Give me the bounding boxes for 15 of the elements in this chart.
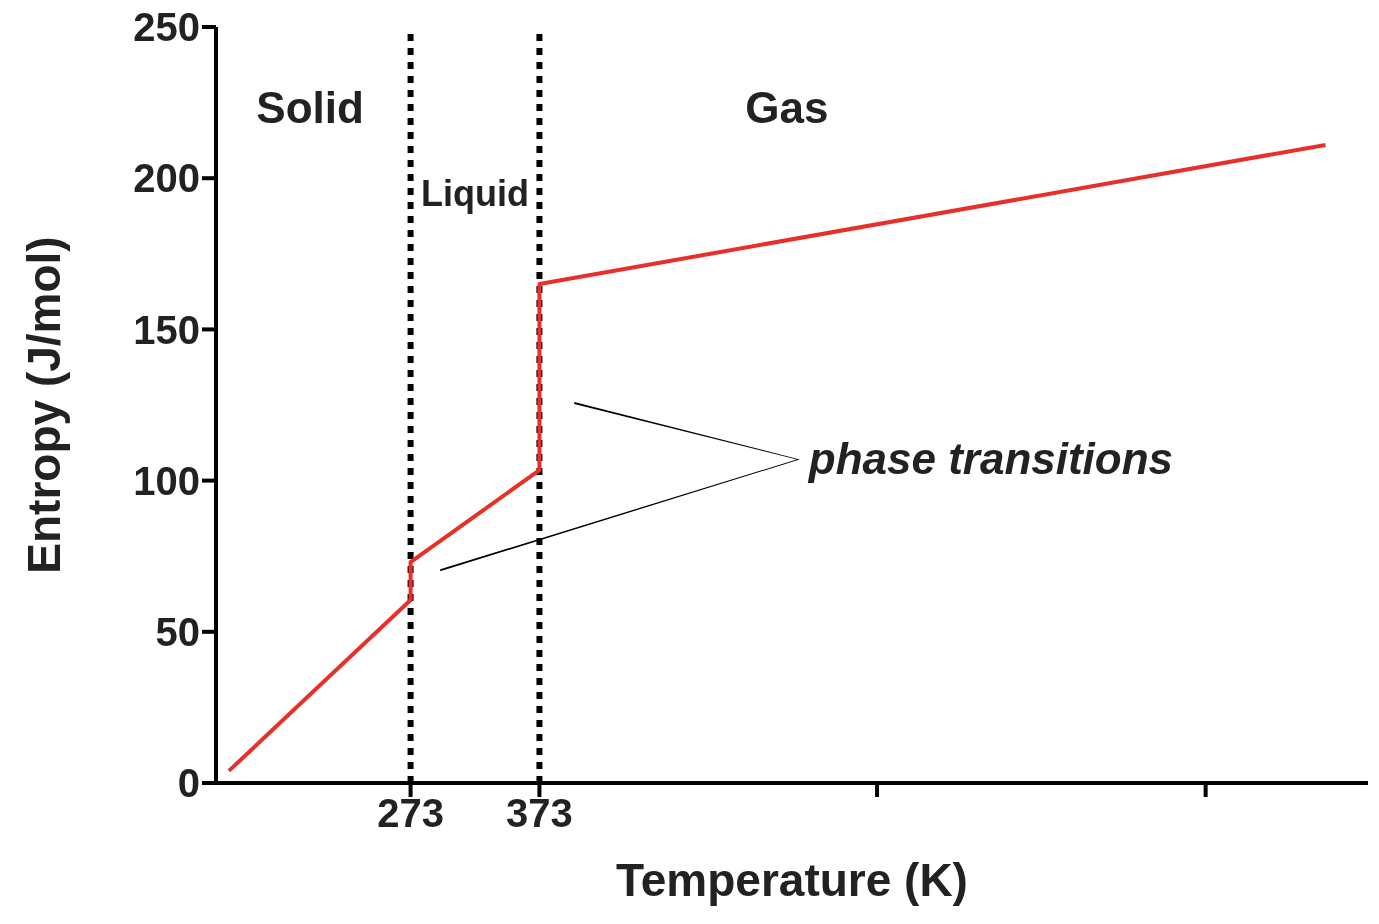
- annotation: Gas: [745, 83, 829, 133]
- y-tick-label: 0: [177, 761, 200, 806]
- x-tick-label: 373: [506, 791, 573, 836]
- y-tick-label: 50: [155, 610, 200, 654]
- annotation: Liquid: [421, 172, 529, 214]
- annotation: Solid: [256, 83, 364, 133]
- y-axis-title: Entropy (J/mol): [18, 236, 71, 574]
- x-tick-label: 273: [377, 791, 444, 836]
- y-tick-label: 150: [133, 307, 200, 352]
- line-series: [226, 142, 1328, 773]
- x-axis-title: Temperature (K): [616, 854, 968, 906]
- y-tick-label: 250: [133, 5, 200, 50]
- y-tick-label: 100: [133, 458, 200, 503]
- annotation: phase transitions: [807, 434, 1174, 484]
- y-tick-label: 200: [133, 156, 200, 201]
